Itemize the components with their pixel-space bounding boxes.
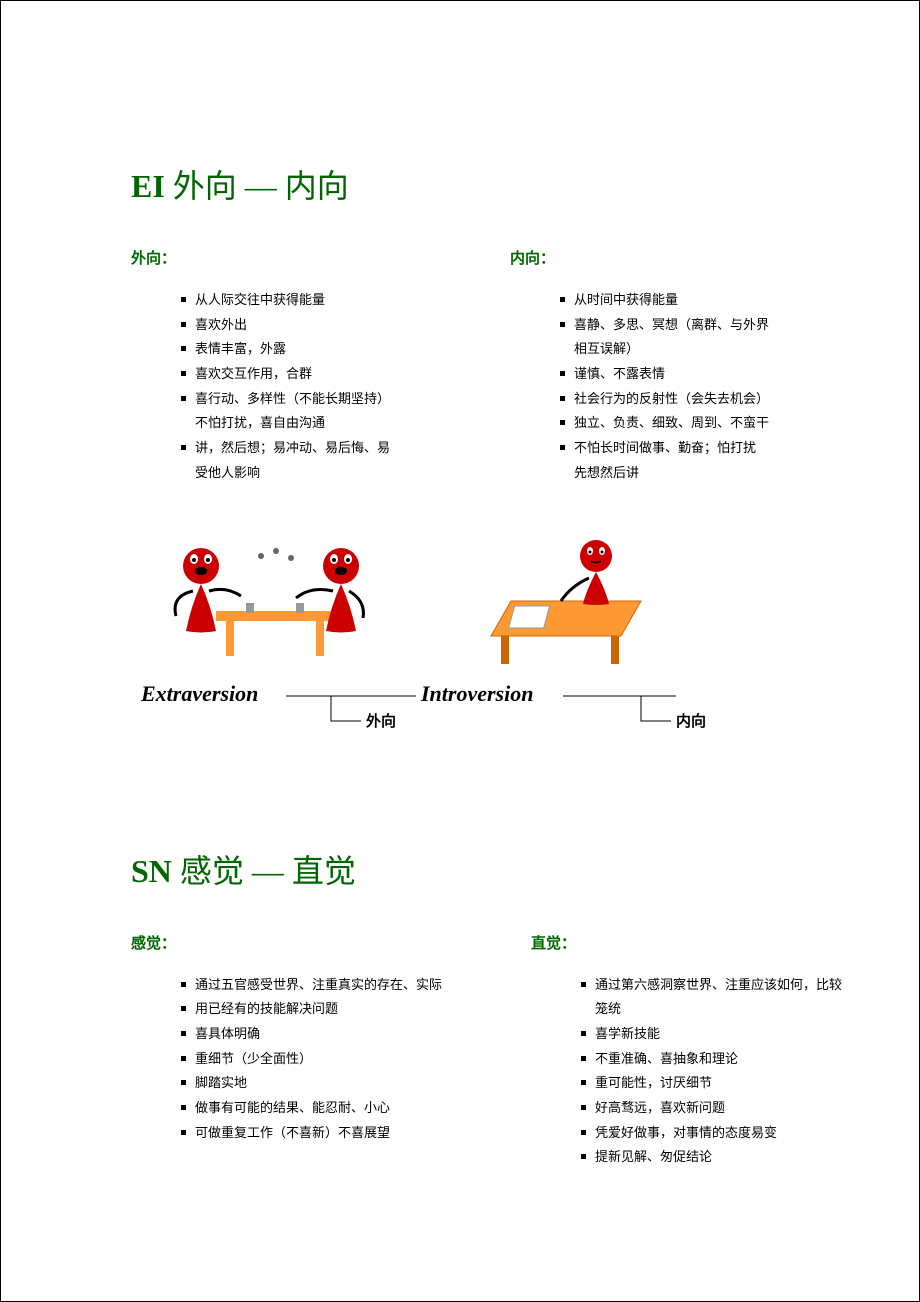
extraversion-label-en: Extraversion xyxy=(140,681,258,706)
section1-right-column: 内向： 从时间中获得能量喜静、多思、冥想（离群、与外界相互误解）谨慎、不露表情社… xyxy=(510,247,869,486)
section1-left-list: 从人际交往中获得能量喜欢外出表情丰富，外露喜欢交互作用，合群喜行动、多样性（不能… xyxy=(131,288,490,486)
section1-left-heading: 外向： xyxy=(131,247,490,268)
section2-prefix: SN xyxy=(131,853,172,889)
list-item: 通过五官感受世界、注重真实的存在、实际 xyxy=(181,973,491,998)
list-item: 谨慎、不露表情 xyxy=(560,362,869,387)
list-item: 通过第六感洞察世界、注重应该如何，比较 xyxy=(581,973,869,998)
section2-columns: 感觉： 通过五官感受世界、注重真实的存在、实际用已经有的技能解决问题喜具体明确重… xyxy=(131,932,869,1171)
section1-prefix: EI xyxy=(131,168,165,204)
ei-illustration-svg: Extraversion 外向 Introversion 内向 xyxy=(131,526,731,756)
list-item: 不重准确、喜抽象和理论 xyxy=(581,1047,869,1072)
list-item: 脚踏实地 xyxy=(181,1071,491,1096)
list-item: 不怕长时间做事、勤奋；怕打扰 xyxy=(560,436,869,461)
list-item: 喜具体明确 xyxy=(181,1022,491,1047)
extraversion-scene-icon xyxy=(175,548,363,656)
list-item: 笼统 xyxy=(581,997,869,1022)
list-item: 喜学新技能 xyxy=(581,1022,869,1047)
list-item: 重细节（少全面性） xyxy=(181,1047,491,1072)
section2-rest: 感觉 — 直觉 xyxy=(172,853,356,889)
list-item: 喜行动、多样性（不能长期坚持） xyxy=(181,387,490,412)
section2-right-heading: 直觉： xyxy=(531,932,869,953)
list-item: 从时间中获得能量 xyxy=(560,288,869,313)
list-item: 表情丰富，外露 xyxy=(181,337,490,362)
list-item: 好高骛远，喜欢新问题 xyxy=(581,1096,869,1121)
section1-right-heading: 内向： xyxy=(510,247,869,268)
list-item: 喜静、多思、冥想（离群、与外界 xyxy=(560,313,869,338)
section1-columns: 外向： 从人际交往中获得能量喜欢外出表情丰富，外露喜欢交互作用，合群喜行动、多样… xyxy=(131,247,869,486)
section2-left-column: 感觉： 通过五官感受世界、注重真实的存在、实际用已经有的技能解决问题喜具体明确重… xyxy=(131,932,491,1171)
introversion-scene-icon xyxy=(491,540,641,664)
list-item: 从人际交往中获得能量 xyxy=(181,288,490,313)
list-item: 重可能性，讨厌细节 xyxy=(581,1071,869,1096)
document-page: EI 外向 — 内向 外向： 从人际交往中获得能量喜欢外出表情丰富，外露喜欢交互… xyxy=(0,0,920,1302)
list-item: 喜欢外出 xyxy=(181,313,490,338)
list-item: 可做重复工作（不喜新）不喜展望 xyxy=(181,1121,491,1146)
list-item: 独立、负责、细致、周到、不蛮干 xyxy=(560,411,869,436)
list-item: 相互误解） xyxy=(560,337,869,362)
list-item: 用已经有的技能解决问题 xyxy=(181,997,491,1022)
section2-right-column: 直觉： 通过第六感洞察世界、注重应该如何，比较笼统喜学新技能不重准确、喜抽象和理… xyxy=(531,932,869,1171)
list-item: 不怕打扰，喜自由沟通 xyxy=(181,411,490,436)
introversion-label-cn: 内向 xyxy=(676,712,706,730)
section2-title: SN 感觉 — 直觉 xyxy=(131,846,869,892)
list-item: 提新见解、匆促结论 xyxy=(581,1145,869,1170)
list-item: 做事有可能的结果、能忍耐、小心 xyxy=(181,1096,491,1121)
extraversion-label-cn: 外向 xyxy=(365,712,396,730)
list-item: 凭爱好做事，对事情的态度易变 xyxy=(581,1121,869,1146)
ei-illustration: Extraversion 外向 Introversion 内向 xyxy=(131,526,869,756)
section2-left-list: 通过五官感受世界、注重真实的存在、实际用已经有的技能解决问题喜具体明确重细节（少… xyxy=(131,973,491,1146)
list-item: 社会行为的反射性（会失去机会） xyxy=(560,387,869,412)
section1-right-list: 从时间中获得能量喜静、多思、冥想（离群、与外界相互误解）谨慎、不露表情社会行为的… xyxy=(510,288,869,486)
section1-rest: 外向 — 内向 xyxy=(165,168,349,204)
introversion-label-en: Introversion xyxy=(420,681,533,706)
list-item: 受他人影响 xyxy=(181,461,490,486)
section1-title: EI 外向 — 内向 xyxy=(131,161,869,207)
list-item: 先想然后讲 xyxy=(560,461,869,486)
section1-left-column: 外向： 从人际交往中获得能量喜欢外出表情丰富，外露喜欢交互作用，合群喜行动、多样… xyxy=(131,247,490,486)
list-item: 喜欢交互作用，合群 xyxy=(181,362,490,387)
list-item: 讲，然后想；易冲动、易后悔、易 xyxy=(181,436,490,461)
section2-left-heading: 感觉： xyxy=(131,932,491,953)
section2-right-list: 通过第六感洞察世界、注重应该如何，比较笼统喜学新技能不重准确、喜抽象和理论重可能… xyxy=(531,973,869,1171)
